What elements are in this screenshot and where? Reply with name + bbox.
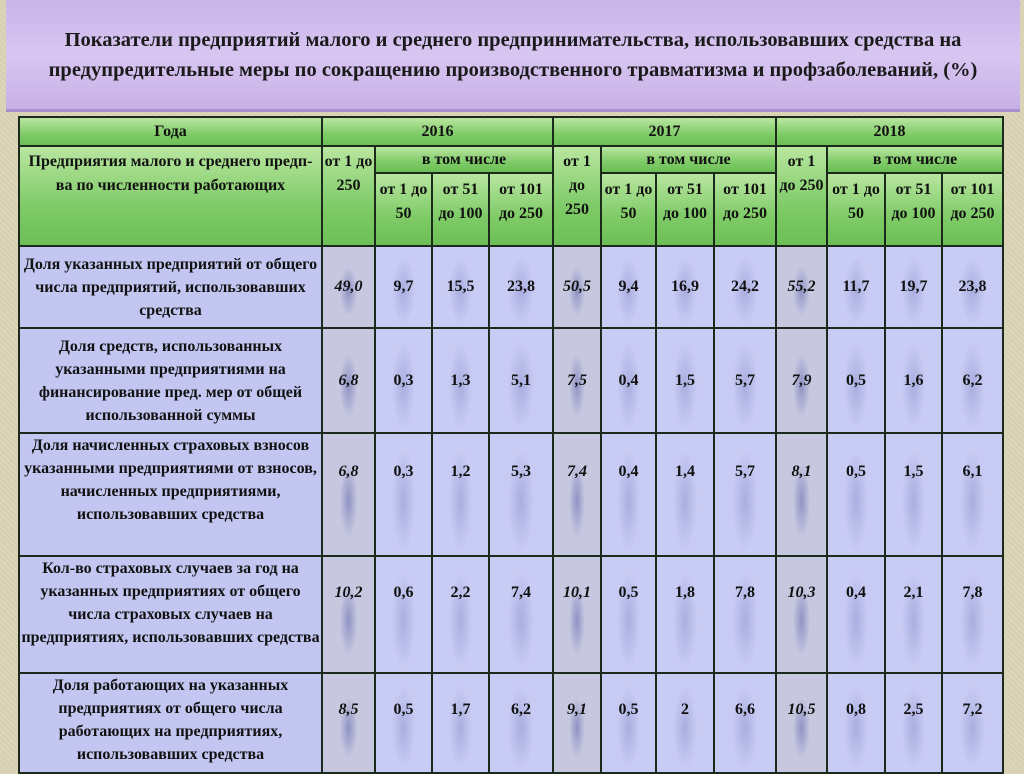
value-cell: 19,7 [884, 245, 943, 329]
value-cell: 2,5 [884, 672, 943, 774]
total-value-cell: 50,5 [552, 245, 602, 329]
value-cell: 2 [655, 672, 715, 774]
table-row: Доля начисленных страховых взносов указа… [18, 432, 1004, 557]
total-value-cell: 6,8 [321, 327, 376, 434]
value-cell: 5,7 [713, 327, 777, 434]
years-label: Года [18, 116, 323, 147]
value-cell: 1,4 [655, 432, 715, 557]
year-header: 2016 [321, 116, 554, 147]
subgroup-header: от 51 до 100 [655, 172, 715, 247]
subgroup-header: от 101 до 250 [941, 172, 1004, 247]
value-cell: 0,3 [374, 327, 433, 434]
category-label: Предприятия малого и среднего предп-ва п… [18, 145, 323, 247]
table-row: Доля средств, использованных указанными … [18, 327, 1004, 434]
value-cell: 7,4 [488, 555, 554, 674]
total-value-cell: 9,1 [552, 672, 602, 774]
value-cell: 7,8 [941, 555, 1004, 674]
value-cell: 0,6 [374, 555, 433, 674]
total-value-cell: 8,5 [321, 672, 376, 774]
value-cell: 23,8 [488, 245, 554, 329]
total-label: от 1 до 250 [321, 145, 376, 247]
value-cell: 2,2 [431, 555, 490, 674]
value-cell: 1,8 [655, 555, 715, 674]
value-cell: 0,4 [600, 327, 657, 434]
value-cell: 0,5 [374, 672, 433, 774]
total-value-cell: 6,8 [321, 432, 376, 557]
value-cell: 1,3 [431, 327, 490, 434]
subgroup-header: от 101 до 250 [713, 172, 777, 247]
year-header: 2017 [552, 116, 777, 147]
total-value-cell: 10,5 [775, 672, 828, 774]
value-cell: 6,2 [941, 327, 1004, 434]
subgroup-header: от 51 до 100 [884, 172, 943, 247]
value-cell: 0,5 [826, 432, 886, 557]
subgroup-header: от 1 до 50 [600, 172, 657, 247]
including-label: в том числе [374, 145, 554, 174]
subgroup-header: от 101 до 250 [488, 172, 554, 247]
value-cell: 23,8 [941, 245, 1004, 329]
row-label: Доля работающих на указанных предприятия… [18, 672, 323, 774]
value-cell: 7,2 [941, 672, 1004, 774]
year-header: 2018 [775, 116, 1004, 147]
subgroup-header: от 51 до 100 [431, 172, 490, 247]
value-cell: 1,5 [884, 432, 943, 557]
total-value-cell: 49,0 [321, 245, 376, 329]
total-value-cell: 8,1 [775, 432, 828, 557]
table-row: Доля работающих на указанных предприятия… [18, 672, 1004, 774]
value-cell: 0,3 [374, 432, 433, 557]
subgroup-header: от 1 до 50 [374, 172, 433, 247]
value-cell: 24,2 [713, 245, 777, 329]
row-label: Кол-во страховых случаев за год на указа… [18, 555, 323, 674]
value-cell: 0,4 [826, 555, 886, 674]
row-label: Доля указанных предприятий от общего чис… [18, 245, 323, 329]
value-cell: 0,4 [600, 432, 657, 557]
value-cell: 5,7 [713, 432, 777, 557]
total-label: от 1 до 250 [552, 145, 602, 247]
total-label: от 1 до 250 [775, 145, 828, 247]
row-label: Доля начисленных страховых взносов указа… [18, 432, 323, 557]
value-cell: 9,7 [374, 245, 433, 329]
value-cell: 15,5 [431, 245, 490, 329]
total-value-cell: 10,3 [775, 555, 828, 674]
including-label: в том числе [826, 145, 1004, 174]
value-cell: 0,5 [600, 555, 657, 674]
data-table: Года 2016 2017 2018 Предприятия малого и… [18, 116, 1004, 774]
value-cell: 0,8 [826, 672, 886, 774]
value-cell: 16,9 [655, 245, 715, 329]
value-cell: 6,6 [713, 672, 777, 774]
value-cell: 9,4 [600, 245, 657, 329]
value-cell: 11,7 [826, 245, 886, 329]
value-cell: 1,6 [884, 327, 943, 434]
slide-title: Показатели предприятий малого и среднего… [6, 0, 1020, 112]
value-cell: 5,3 [488, 432, 554, 557]
total-value-cell: 10,2 [321, 555, 376, 674]
total-value-cell: 10,1 [552, 555, 602, 674]
value-cell: 1,5 [655, 327, 715, 434]
value-cell: 0,5 [600, 672, 657, 774]
value-cell: 5,1 [488, 327, 554, 434]
row-label: Доля средств, использованных указанными … [18, 327, 323, 434]
total-value-cell: 55,2 [775, 245, 828, 329]
value-cell: 6,2 [488, 672, 554, 774]
subgroup-header: от 1 до 50 [826, 172, 886, 247]
total-value-cell: 7,4 [552, 432, 602, 557]
value-cell: 7,8 [713, 555, 777, 674]
value-cell: 6,1 [941, 432, 1004, 557]
value-cell: 1,7 [431, 672, 490, 774]
table-row: Кол-во страховых случаев за год на указа… [18, 555, 1004, 674]
including-label: в том числе [600, 145, 777, 174]
table-row: Доля указанных предприятий от общего чис… [18, 245, 1004, 329]
value-cell: 0,5 [826, 327, 886, 434]
value-cell: 1,2 [431, 432, 490, 557]
total-value-cell: 7,9 [775, 327, 828, 434]
total-value-cell: 7,5 [552, 327, 602, 434]
value-cell: 2,1 [884, 555, 943, 674]
